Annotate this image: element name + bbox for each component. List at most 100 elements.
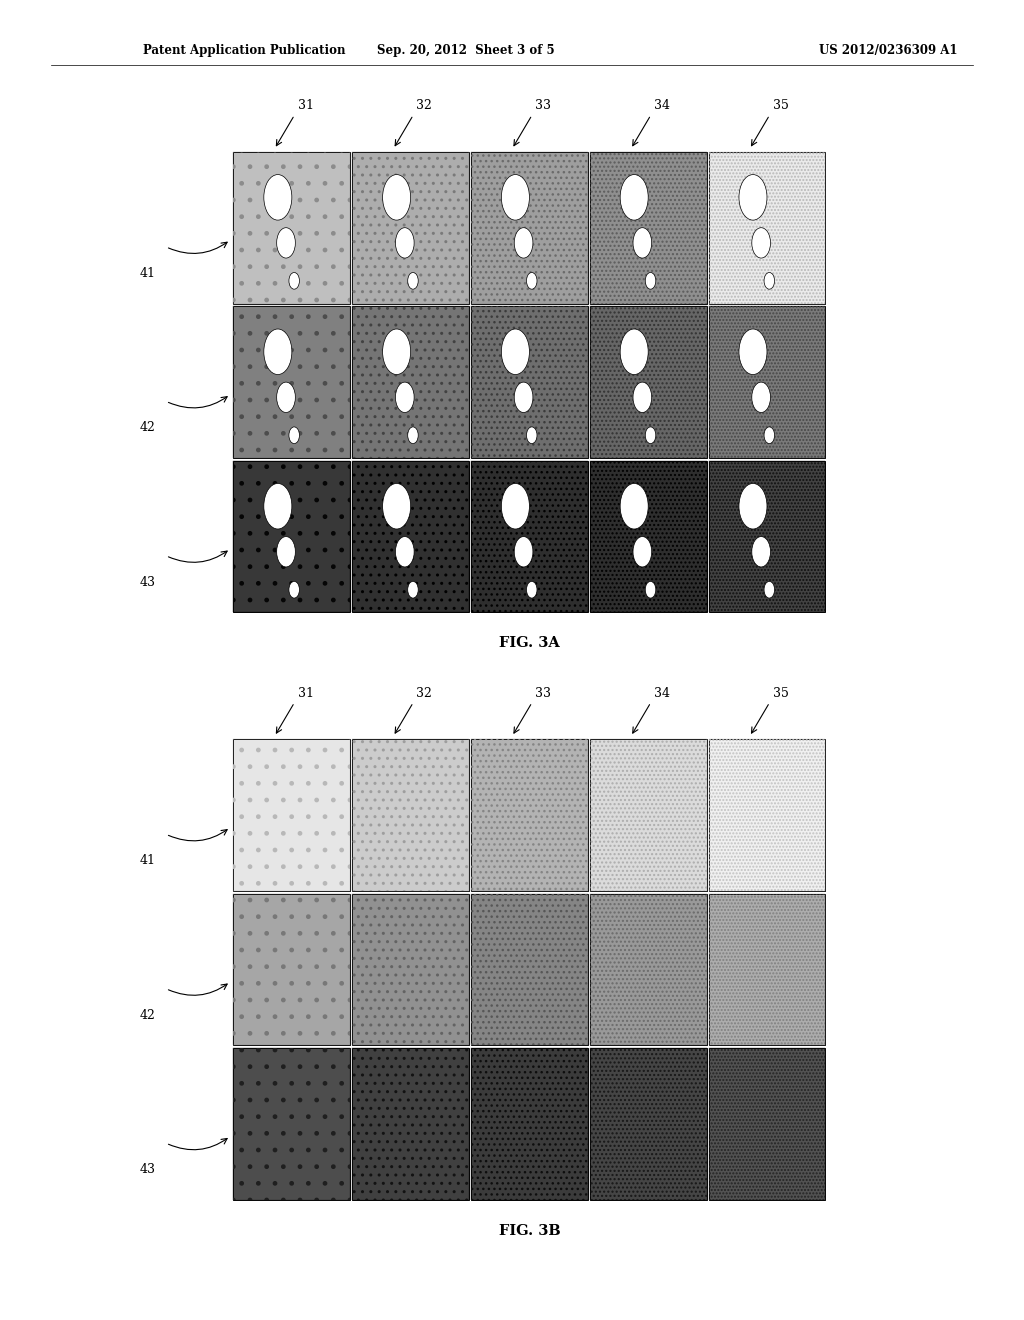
- Ellipse shape: [633, 536, 651, 566]
- Bar: [233, 306, 350, 458]
- Ellipse shape: [739, 329, 767, 375]
- Bar: [590, 1048, 707, 1200]
- Bar: [709, 306, 825, 458]
- Bar: [590, 152, 707, 304]
- Bar: [233, 739, 350, 891]
- Bar: [352, 1048, 469, 1200]
- Text: FIG. 3A: FIG. 3A: [499, 636, 560, 651]
- Text: 34: 34: [654, 99, 670, 112]
- Bar: [352, 739, 469, 891]
- Ellipse shape: [289, 426, 299, 444]
- Bar: [471, 461, 588, 612]
- Ellipse shape: [276, 536, 295, 566]
- Ellipse shape: [264, 483, 292, 529]
- Bar: [709, 894, 825, 1045]
- Ellipse shape: [408, 426, 418, 444]
- Text: 34: 34: [654, 686, 670, 700]
- Text: 33: 33: [536, 686, 551, 700]
- Bar: [471, 739, 588, 891]
- Ellipse shape: [514, 536, 532, 566]
- Bar: [590, 894, 707, 1045]
- Text: 32: 32: [417, 686, 432, 700]
- Bar: [352, 306, 469, 458]
- Ellipse shape: [514, 383, 532, 412]
- Bar: [352, 461, 469, 612]
- Ellipse shape: [408, 581, 418, 598]
- Text: 41: 41: [139, 854, 156, 867]
- Bar: [233, 1048, 350, 1200]
- Bar: [233, 739, 350, 891]
- Text: 42: 42: [139, 1008, 156, 1022]
- Text: 35: 35: [773, 99, 788, 112]
- Bar: [471, 306, 588, 458]
- Bar: [471, 894, 588, 1045]
- Bar: [233, 894, 350, 1045]
- Text: 35: 35: [773, 686, 788, 700]
- Bar: [709, 739, 825, 891]
- Bar: [471, 739, 588, 891]
- Ellipse shape: [645, 581, 655, 598]
- Bar: [352, 894, 469, 1045]
- Ellipse shape: [633, 383, 651, 412]
- Ellipse shape: [502, 174, 529, 220]
- Bar: [233, 461, 350, 612]
- Ellipse shape: [526, 581, 537, 598]
- Bar: [590, 894, 707, 1045]
- Bar: [590, 739, 707, 891]
- Bar: [352, 739, 469, 891]
- Bar: [352, 894, 469, 1045]
- Bar: [709, 152, 825, 304]
- Ellipse shape: [621, 483, 648, 529]
- Ellipse shape: [383, 483, 411, 529]
- Bar: [471, 894, 588, 1045]
- Bar: [590, 461, 707, 612]
- Ellipse shape: [289, 272, 299, 289]
- Ellipse shape: [739, 483, 767, 529]
- Bar: [709, 152, 825, 304]
- Bar: [471, 461, 588, 612]
- Text: Sep. 20, 2012  Sheet 3 of 5: Sep. 20, 2012 Sheet 3 of 5: [377, 44, 555, 57]
- Bar: [352, 461, 469, 612]
- Ellipse shape: [621, 329, 648, 375]
- Bar: [709, 1048, 825, 1200]
- Bar: [590, 306, 707, 458]
- Ellipse shape: [752, 536, 770, 566]
- Bar: [233, 306, 350, 458]
- Text: 33: 33: [536, 99, 551, 112]
- Text: Patent Application Publication: Patent Application Publication: [143, 44, 346, 57]
- Ellipse shape: [514, 227, 532, 259]
- Text: 43: 43: [139, 576, 156, 589]
- Bar: [471, 152, 588, 304]
- Bar: [233, 152, 350, 304]
- Bar: [590, 152, 707, 304]
- Bar: [352, 152, 469, 304]
- Bar: [233, 461, 350, 612]
- Ellipse shape: [526, 426, 537, 444]
- Bar: [590, 461, 707, 612]
- Ellipse shape: [752, 383, 770, 412]
- Bar: [709, 306, 825, 458]
- Ellipse shape: [739, 174, 767, 220]
- Bar: [590, 306, 707, 458]
- Bar: [352, 152, 469, 304]
- Ellipse shape: [289, 581, 299, 598]
- Bar: [471, 152, 588, 304]
- Bar: [352, 306, 469, 458]
- Bar: [590, 739, 707, 891]
- Ellipse shape: [633, 227, 651, 259]
- Bar: [471, 1048, 588, 1200]
- Text: 31: 31: [298, 686, 313, 700]
- Bar: [709, 461, 825, 612]
- Ellipse shape: [645, 426, 655, 444]
- Ellipse shape: [408, 272, 418, 289]
- Ellipse shape: [395, 227, 414, 259]
- Text: FIG. 3B: FIG. 3B: [499, 1224, 560, 1238]
- Text: US 2012/0236309 A1: US 2012/0236309 A1: [819, 44, 957, 57]
- Ellipse shape: [395, 536, 414, 566]
- Bar: [709, 894, 825, 1045]
- Bar: [471, 1048, 588, 1200]
- Ellipse shape: [383, 329, 411, 375]
- Text: 32: 32: [417, 99, 432, 112]
- Text: 42: 42: [139, 421, 156, 434]
- Text: 41: 41: [139, 267, 156, 280]
